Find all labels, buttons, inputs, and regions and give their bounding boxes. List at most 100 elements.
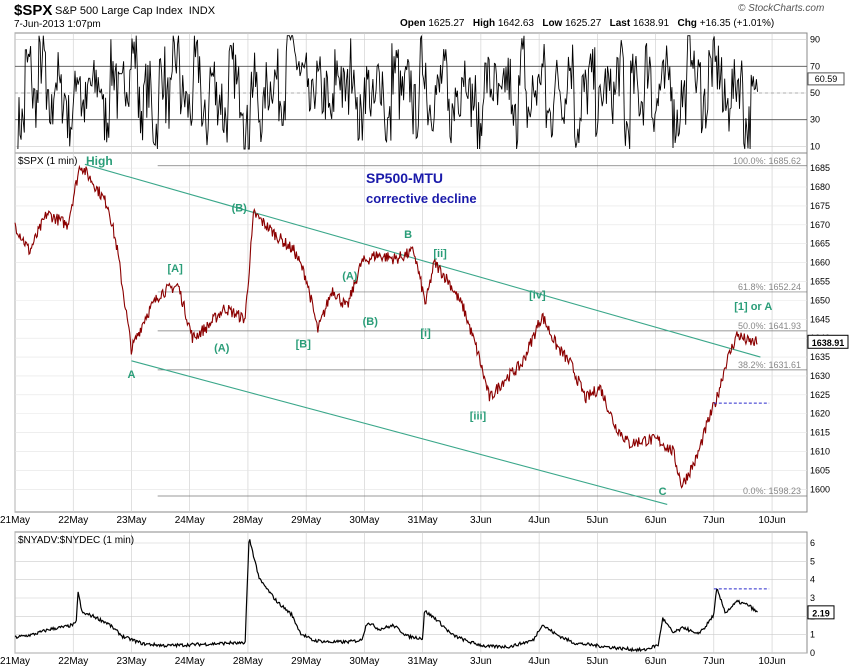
high-label: High <box>472 18 496 29</box>
breadth-x-tick-label: 29May <box>291 656 321 667</box>
breadth-series-label: $NYADV:$NYDEC (1 min) <box>18 535 134 546</box>
fib-level-label: 61.8%: 1652.24 <box>738 282 801 292</box>
symbol: $SPX <box>14 2 53 19</box>
breadth-last-value: 2.19 <box>812 608 830 618</box>
open-value: 1625.27 <box>428 18 465 29</box>
price-y-tick-label: 1625 <box>810 390 830 400</box>
wave-label: [iii] <box>470 410 487 422</box>
breadth-x-tick-label: 22May <box>58 656 88 667</box>
breadth-last-box <box>807 605 835 620</box>
fib-level-label: 0.0%: 1598.23 <box>743 486 801 496</box>
breadth-x-tick-label: 3Jun <box>470 656 492 667</box>
price-last-value: 1638.91 <box>812 338 845 348</box>
quote-summary: Open 1625.27 High 1642.63 Low 1625.27 La… <box>400 18 774 29</box>
price-y-tick-label: 1615 <box>810 428 830 438</box>
price-y-tick-label: 1685 <box>810 163 830 173</box>
wave-label: [i] <box>420 327 431 339</box>
price-y-tick-label: 1675 <box>810 201 830 211</box>
rsi-line <box>17 35 758 150</box>
wave-label: [A] <box>168 263 184 275</box>
price-y-tick-label: 1610 <box>810 447 830 457</box>
wave-label: (A) <box>342 271 358 283</box>
price-y-tick-label: 1620 <box>810 409 830 419</box>
low-label: Low <box>542 18 563 29</box>
wave-label: [ii] <box>433 248 447 260</box>
price-y-tick-label: 1670 <box>810 220 830 230</box>
exchange: INDX <box>188 5 216 17</box>
security-name: S&P 500 Large Cap Index INDX <box>55 5 215 17</box>
price-x-tick-label: 10Jun <box>758 515 785 526</box>
breadth-x-tick-label: 28May <box>233 656 263 667</box>
breadth-line <box>14 539 758 653</box>
breadth-y-tick-label: 3 <box>810 593 815 603</box>
breadth-x-tick-label: 4Jun <box>528 656 550 667</box>
wave-label: [iv] <box>529 289 546 301</box>
breadth-y-tick-label: 5 <box>810 556 815 566</box>
fib-level-label: 50.0%: 1641.93 <box>738 321 801 331</box>
price-x-tick-label: 22May <box>58 515 88 526</box>
change-label: Chg <box>677 18 697 29</box>
price-y-tick-label: 1645 <box>810 314 830 324</box>
price-y-tick-label: 1660 <box>810 258 830 268</box>
breadth-x-tick-label: 31May <box>408 656 438 667</box>
annotation-title: SP500-MTU <box>366 170 443 186</box>
price-x-tick-label: 4Jun <box>528 515 550 526</box>
price-x-tick-label: 31May <box>408 515 438 526</box>
price-x-tick-label: 5Jun <box>587 515 609 526</box>
price-y-tick-label: 1655 <box>810 276 830 286</box>
wave-label: (B) <box>363 316 379 328</box>
wave-label: [B] <box>296 339 312 351</box>
low-value: 1625.27 <box>565 18 602 29</box>
breadth-y-tick-label: 0 <box>810 648 815 658</box>
lower-channel-line <box>131 360 668 505</box>
price-x-tick-label: 24May <box>175 515 205 526</box>
last-value: 1638.91 <box>632 18 670 29</box>
breadth-x-tick-label: 23May <box>116 656 146 667</box>
price-series-label: $SPX (1 min) <box>18 156 77 167</box>
price-x-tick-label: 28May <box>233 515 263 526</box>
upper-channel-line <box>84 163 761 358</box>
high-label: High <box>86 154 113 168</box>
breadth-x-tick-label: 10Jun <box>758 656 785 667</box>
breadth-y-tick-label: 6 <box>810 538 815 548</box>
quote-date: 7-Jun-2013 1:07pm <box>14 19 101 30</box>
price-y-tick-label: 1680 <box>810 182 830 192</box>
price-y-tick-label: 1650 <box>810 295 830 305</box>
breadth-x-tick-label: 7Jun <box>703 656 725 667</box>
rsi-y-tick-label: 30 <box>810 115 820 125</box>
security-full-name: S&P 500 Large Cap Index <box>55 5 183 17</box>
wave-label: (A) <box>214 342 230 354</box>
breadth-y-tick-label: 1 <box>810 630 815 640</box>
rsi-y-tick-label: 10 <box>810 141 820 151</box>
wave-label: A <box>127 369 135 381</box>
price-last-box <box>807 334 849 349</box>
breadth-x-tick-label: 30May <box>349 656 379 667</box>
breadth-y-tick-label: 4 <box>810 575 815 585</box>
rsi-current-value: 60.59 <box>815 74 838 84</box>
brand-watermark: © StockCharts.com <box>738 3 825 14</box>
price-x-tick-label: 6Jun <box>645 515 667 526</box>
rsi-y-tick-label: 70 <box>810 61 820 71</box>
price-x-tick-label: 21May <box>0 515 30 526</box>
last-label: Last <box>609 18 631 29</box>
price-x-tick-label: 7Jun <box>703 515 725 526</box>
wave-label-one-or-a: [1] or A <box>734 301 772 313</box>
price-y-tick-label: 1630 <box>810 371 830 381</box>
price-line <box>14 164 758 489</box>
price-x-tick-label: 3Jun <box>470 515 492 526</box>
wave-label: B <box>404 229 412 241</box>
open-label: Open <box>400 18 426 29</box>
fib-level-label: 38.2%: 1631.61 <box>738 360 801 370</box>
breadth-x-tick-label: 6Jun <box>645 656 667 667</box>
wave-label: C <box>659 486 667 498</box>
fib-level-label: 100.0%: 1685.62 <box>733 156 801 166</box>
price-y-tick-label: 1605 <box>810 465 830 475</box>
price-y-tick-label: 1665 <box>810 239 830 249</box>
rsi-y-tick-label: 90 <box>810 35 820 45</box>
breadth-x-tick-label: 24May <box>175 656 205 667</box>
price-x-tick-label: 29May <box>291 515 321 526</box>
rsi-current-box <box>807 72 845 86</box>
price-x-tick-label: 23May <box>116 515 146 526</box>
breadth-x-tick-label: 5Jun <box>587 656 609 667</box>
